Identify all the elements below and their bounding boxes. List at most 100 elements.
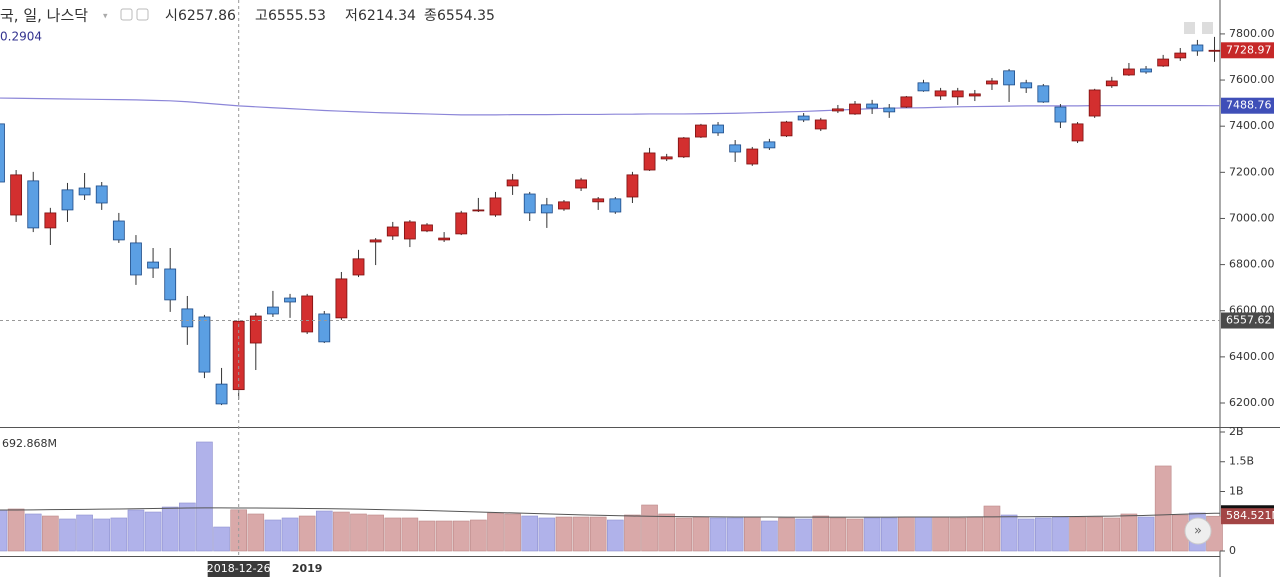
candle-body (506, 179, 519, 187)
volume-bar (521, 515, 539, 552)
volume-bar (863, 517, 881, 552)
volume-bar (761, 520, 778, 552)
ma-price-label-box (1221, 97, 1274, 114)
candle-body (249, 315, 262, 344)
candle-body (61, 189, 74, 211)
candle-body (403, 221, 416, 240)
candle-body (1037, 85, 1050, 103)
candle-body (900, 96, 913, 108)
indicator-text: 0.2904 (0, 30, 42, 44)
candle-body (849, 103, 861, 115)
ohlc-value: 6555.53 (268, 8, 326, 24)
volume-bar (778, 517, 795, 552)
volume-bar (7, 508, 25, 552)
candle-body (660, 156, 673, 160)
volume-ma-line (0, 507, 1220, 518)
candle-body (626, 174, 639, 198)
icon[interactable] (136, 8, 149, 21)
candle-body (27, 180, 40, 229)
ohlc-value: 6554.35 (437, 8, 495, 24)
volume-bar (213, 526, 230, 552)
volume-bar (470, 519, 487, 552)
y-tick-label: 7800.00 (1229, 27, 1275, 40)
ohlc-label: 종 (424, 8, 437, 24)
icon[interactable] (1202, 22, 1213, 34)
dropdown-arrow[interactable]: ▾ (103, 12, 108, 22)
volume-bar (418, 520, 436, 552)
candle-body (215, 383, 228, 405)
candle-body (729, 144, 742, 153)
volume-bar (709, 517, 727, 552)
volume-bar (743, 516, 761, 552)
y-tick-label: 6800.00 (1229, 258, 1275, 271)
ohlc-value: 6257.86 (178, 8, 236, 24)
scroll-button-icon[interactable]: » (1194, 524, 1202, 539)
candle-body (369, 239, 382, 243)
volume-bar (983, 505, 1001, 552)
ma-price-label: 7488.76 (1226, 99, 1272, 112)
volume-bar (658, 513, 675, 552)
volume-bar (435, 520, 453, 552)
candle-body (1020, 82, 1033, 89)
volume-bar (589, 516, 607, 552)
candle-body (438, 237, 451, 241)
volume-bar (264, 519, 282, 552)
volume-bar (59, 518, 76, 552)
volume-bar (487, 512, 504, 552)
crosshair-price-label: 6557.62 (1226, 314, 1272, 327)
y-tick-label: 0 (1229, 544, 1236, 557)
volume-bar (1035, 517, 1052, 552)
candle-body (592, 198, 605, 203)
volume-bar (196, 441, 213, 552)
candle-body (1088, 89, 1101, 117)
volume-bar (281, 517, 299, 552)
candle-body (267, 306, 279, 315)
volume-bar (555, 516, 573, 552)
volume-last-label: 584.521M (1226, 509, 1280, 522)
candle-body (0, 123, 5, 183)
x-tick-label: 2018-12-26 (207, 562, 271, 575)
x-tick-label: 2019 (292, 562, 323, 575)
volume-bar (93, 518, 111, 552)
candle-body (112, 220, 125, 241)
volume-bar (247, 513, 265, 552)
candle-body (10, 174, 23, 216)
candle-body (575, 179, 587, 189)
volume-bar (401, 517, 419, 552)
plot (0, 36, 1223, 552)
volume-bar (315, 510, 333, 552)
volume-bar (1120, 513, 1138, 552)
volume-bar (624, 514, 641, 552)
volume-bar (607, 519, 624, 552)
candle-body (198, 316, 211, 373)
y-tick-label: 7000.00 (1229, 211, 1275, 224)
candle-body (763, 141, 776, 149)
ohlc-label: 고 (255, 8, 268, 24)
volume-bar (1017, 518, 1035, 552)
candle-body (643, 152, 656, 171)
candle-body (968, 93, 981, 97)
y-tick-label: 7200.00 (1229, 165, 1275, 178)
candle-body (814, 119, 827, 130)
candle-body (352, 258, 365, 276)
volume-bar (949, 517, 967, 552)
crosshair-price-label-box (1221, 312, 1274, 329)
candle-body (1105, 80, 1118, 87)
icon[interactable] (120, 8, 133, 21)
candle-body (95, 185, 108, 204)
candle-body (301, 295, 314, 333)
volume-bar (692, 516, 710, 552)
candle-body (489, 197, 502, 216)
candle-body (780, 121, 793, 137)
icon[interactable] (1184, 22, 1195, 34)
scroll-button[interactable] (1184, 517, 1212, 545)
candle-body (866, 103, 879, 109)
candle-body (421, 224, 433, 232)
volume-bar (846, 518, 864, 552)
volume-bar (144, 511, 162, 552)
candle-body (78, 187, 91, 196)
candle-body (1003, 70, 1015, 86)
candle-body (540, 204, 553, 214)
